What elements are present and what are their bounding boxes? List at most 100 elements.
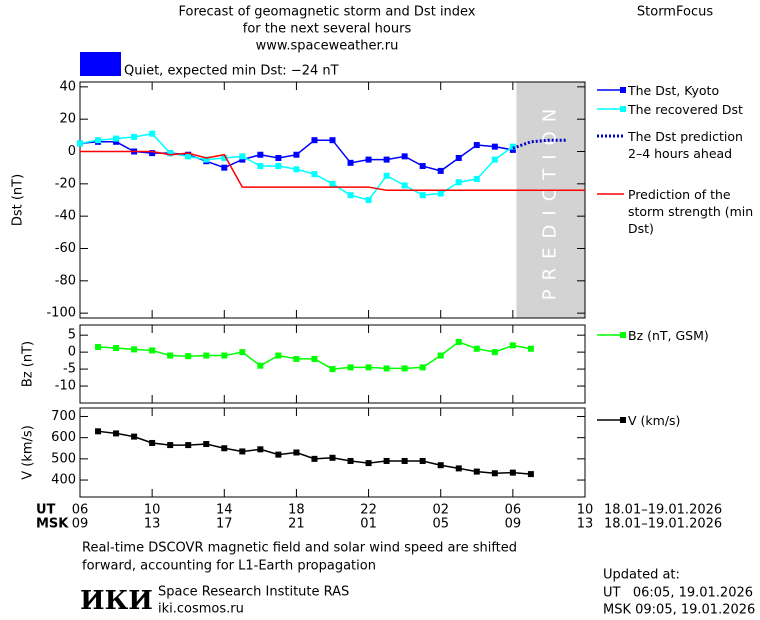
y-tick-label: -5 xyxy=(63,362,76,377)
data-point xyxy=(203,156,210,163)
x-tick-label: 13 xyxy=(144,517,161,532)
plot-frame xyxy=(79,324,586,404)
data-point xyxy=(437,167,444,174)
x-tick-label: 22 xyxy=(360,503,377,518)
data-point xyxy=(293,151,300,158)
data-point xyxy=(185,153,192,160)
data-point xyxy=(473,345,480,352)
title: www.spaceweather.ru xyxy=(256,39,399,54)
logo: ИКИ xyxy=(80,586,153,616)
series-line xyxy=(80,150,585,192)
y-axis-label: Bz (nT) xyxy=(21,341,36,387)
data-point xyxy=(311,355,318,362)
data-point xyxy=(491,143,498,150)
data-point xyxy=(473,142,480,149)
data-point xyxy=(203,352,210,359)
data-point xyxy=(275,163,282,170)
data-point xyxy=(221,445,228,452)
data-point xyxy=(509,342,516,349)
x-axis-label: UT xyxy=(36,503,56,518)
data-point xyxy=(257,446,264,453)
data-point xyxy=(509,143,516,150)
title: for the next several hours xyxy=(243,22,412,37)
data-point xyxy=(167,150,174,157)
brand: StormFocus xyxy=(637,5,713,20)
data-point xyxy=(383,365,390,372)
data-point xyxy=(491,470,498,477)
data-point xyxy=(275,451,282,458)
data-point xyxy=(275,154,282,161)
y-tick-label: 600 xyxy=(51,430,76,445)
data-point xyxy=(455,179,462,186)
x-tick-label: 17 xyxy=(216,517,233,532)
y-tick-label: 40 xyxy=(59,79,76,94)
data-point xyxy=(221,352,228,359)
data-point xyxy=(509,469,516,476)
legend-marker xyxy=(620,417,626,423)
data-point xyxy=(437,190,444,197)
data-point xyxy=(401,182,408,189)
legend-label: The recovered Dst xyxy=(628,102,743,117)
legend-label: The Dst prediction 2–4 hours ahead xyxy=(628,129,743,161)
data-point xyxy=(131,133,138,140)
data-point xyxy=(257,151,264,158)
data-point xyxy=(491,156,498,163)
y-tick-label: 400 xyxy=(51,473,76,488)
legend-label: Bz (nT, GSM) xyxy=(628,328,709,343)
series-line xyxy=(512,138,567,150)
data-point xyxy=(419,192,426,199)
institute: Space Research Institute RAS xyxy=(158,585,349,600)
data-point xyxy=(365,460,372,467)
data-point xyxy=(239,156,246,163)
x-tick-label: 10 xyxy=(144,503,161,518)
data-point xyxy=(167,352,174,359)
data-point xyxy=(239,448,246,455)
updated: UT 06:05, 19.01.2026 xyxy=(603,586,753,601)
data-point xyxy=(311,455,318,462)
data-point xyxy=(329,137,336,144)
legend-label: The Dst, Kyoto xyxy=(628,83,720,98)
status-text: Quiet, expected min Dst: −24 nT xyxy=(124,64,339,79)
title: Forecast of geomagnetic storm and Dst in… xyxy=(178,5,475,20)
data-point xyxy=(257,362,264,369)
site: iki.cosmos.ru xyxy=(158,602,244,617)
x-tick-label: 09 xyxy=(505,517,522,532)
data-point xyxy=(329,454,336,461)
data-point xyxy=(473,175,480,182)
data-point xyxy=(95,428,102,435)
data-point xyxy=(149,347,156,354)
data-point xyxy=(365,156,372,163)
plot-frame xyxy=(79,407,586,498)
legend-label: V (km/s) xyxy=(628,413,681,428)
data-point xyxy=(455,338,462,345)
data-point xyxy=(311,137,318,144)
data-point xyxy=(149,439,156,446)
data-point xyxy=(185,353,192,360)
y-tick-label: 500 xyxy=(51,451,76,466)
legend-marker xyxy=(620,332,626,338)
data-point xyxy=(347,192,354,199)
legend-marker xyxy=(620,87,626,93)
y-tick-label: 0 xyxy=(68,144,76,159)
x-tick-label: 14 xyxy=(216,503,233,518)
y-tick-label: 700 xyxy=(51,409,76,424)
data-point xyxy=(149,130,156,137)
note: Real-time DSCOVR magnetic field and sola… xyxy=(82,541,517,556)
plot-frame xyxy=(79,81,586,319)
prediction-label: PREDICTION xyxy=(540,100,561,300)
data-point xyxy=(293,355,300,362)
data-point xyxy=(437,462,444,469)
data-point xyxy=(473,468,480,475)
y-axis-label: Dst (nT) xyxy=(11,174,26,226)
data-point xyxy=(113,430,120,437)
legend-label: Prediction of the storm strength (min Ds… xyxy=(628,187,754,236)
data-point xyxy=(527,345,534,352)
data-point xyxy=(221,154,228,161)
data-point xyxy=(329,180,336,187)
data-point xyxy=(401,365,408,372)
data-point xyxy=(131,433,138,440)
updated: Updated at: xyxy=(603,568,680,583)
x-tick-label: 06 xyxy=(72,503,89,518)
